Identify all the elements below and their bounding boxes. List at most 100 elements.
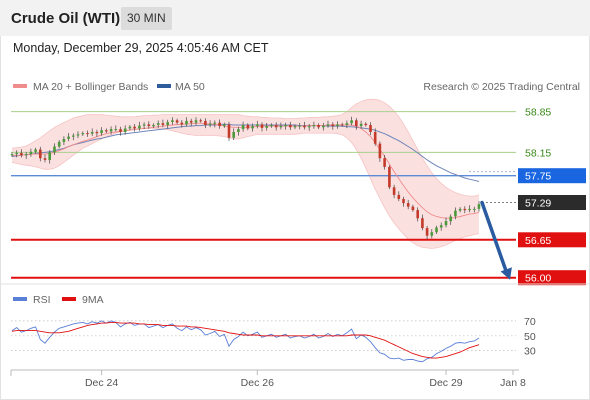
- level-label-support-4: 56.65: [525, 235, 551, 247]
- candle-body: [468, 208, 471, 211]
- rsi-tick-label-30: 30: [524, 346, 536, 358]
- candle-body: [189, 120, 193, 123]
- candle: [72, 133, 75, 141]
- candle: [449, 214, 452, 225]
- candle-body: [161, 123, 165, 125]
- candle-body: [128, 126, 132, 129]
- candle-body: [326, 124, 330, 126]
- rsi-9ma-line: [11, 321, 480, 359]
- candle: [307, 123, 311, 131]
- projection-arrow-shaft: [480, 200, 509, 276]
- candle: [90, 128, 94, 136]
- candle: [208, 120, 212, 128]
- candle-body: [237, 129, 240, 132]
- candle-body: [463, 208, 467, 211]
- candle: [331, 122, 335, 130]
- candle: [444, 217, 448, 228]
- candle-body: [421, 218, 424, 229]
- candle: [359, 120, 363, 129]
- candle: [364, 122, 368, 127]
- candle-body: [10, 154, 14, 156]
- candle: [350, 116, 353, 126]
- candle-body: [289, 125, 292, 128]
- candle: [119, 126, 122, 136]
- candle: [317, 123, 320, 130]
- candle-body: [435, 227, 438, 233]
- candle: [430, 229, 434, 239]
- candle: [439, 222, 443, 231]
- candle: [194, 117, 198, 126]
- candle: [373, 128, 377, 146]
- candle: [67, 133, 70, 142]
- candle: [279, 122, 283, 130]
- candle: [95, 129, 99, 137]
- candle-body: [350, 120, 353, 124]
- candle: [260, 122, 264, 132]
- candle-body: [53, 146, 56, 153]
- ma50-line: [11, 123, 480, 182]
- candle-body: [416, 210, 419, 219]
- candle: [293, 124, 297, 130]
- candle-body: [76, 134, 80, 136]
- candle: [161, 119, 165, 128]
- candle-body: [180, 122, 184, 125]
- candle-body: [199, 120, 202, 122]
- candle: [24, 151, 28, 159]
- level-label-box-5: [518, 270, 586, 286]
- candle-body: [331, 124, 335, 127]
- candle-body: [406, 203, 410, 207]
- candle: [402, 196, 405, 207]
- candle: [43, 154, 47, 163]
- candle-body: [72, 135, 75, 137]
- candle: [204, 118, 207, 129]
- candle-body: [86, 133, 89, 135]
- legend-label-ma20: MA 20 + Bollinger Bands: [33, 81, 148, 93]
- x-tick-label-0: Dec 24: [85, 377, 118, 389]
- candle: [133, 124, 136, 132]
- candle-body: [430, 232, 434, 236]
- level-label-resistance-line-0: 58.85: [525, 107, 551, 119]
- candle-body: [133, 126, 136, 129]
- legend-swatch-rsi: [13, 297, 27, 301]
- bollinger-upper-line: [11, 98, 480, 197]
- candle: [232, 128, 235, 140]
- candle-body: [388, 166, 391, 188]
- candle: [303, 121, 306, 130]
- candle: [369, 122, 372, 136]
- level-label-support-5: 56.00: [525, 273, 551, 285]
- candle-body: [265, 126, 268, 128]
- level-label-resistance-line-1: 58.15: [525, 147, 551, 159]
- bollinger-lower-line: [11, 128, 480, 249]
- candle-body: [208, 123, 212, 125]
- candle: [48, 150, 51, 164]
- candle-body: [156, 123, 160, 125]
- candle-body: [340, 124, 344, 126]
- legend-swatch-ma20: [13, 84, 27, 88]
- candle-body: [166, 122, 169, 125]
- candle-body: [270, 125, 273, 127]
- rsi-tick-label-50: 50: [524, 331, 536, 343]
- candle-body: [378, 143, 382, 159]
- level-label-box-2: [518, 168, 586, 184]
- candle-body: [293, 126, 297, 128]
- candle-body: [355, 120, 358, 127]
- candle-body: [204, 120, 207, 125]
- candle-body: [322, 125, 325, 128]
- candle: [322, 122, 325, 131]
- candle-body: [439, 225, 443, 228]
- x-tick-label-3: Jan 8: [500, 377, 526, 389]
- candle: [175, 118, 179, 125]
- candle: [265, 123, 268, 131]
- candle-body: [477, 204, 481, 209]
- candle: [312, 121, 316, 129]
- candle: [274, 122, 278, 131]
- candle: [289, 121, 292, 130]
- candle: [123, 125, 127, 135]
- candle: [397, 191, 401, 202]
- candle-body: [119, 129, 122, 132]
- timeframe-badge[interactable]: 30 MIN: [121, 7, 172, 30]
- candle: [10, 152, 14, 157]
- candle-body: [213, 122, 217, 124]
- candle: [57, 140, 61, 149]
- candle-body: [227, 124, 231, 138]
